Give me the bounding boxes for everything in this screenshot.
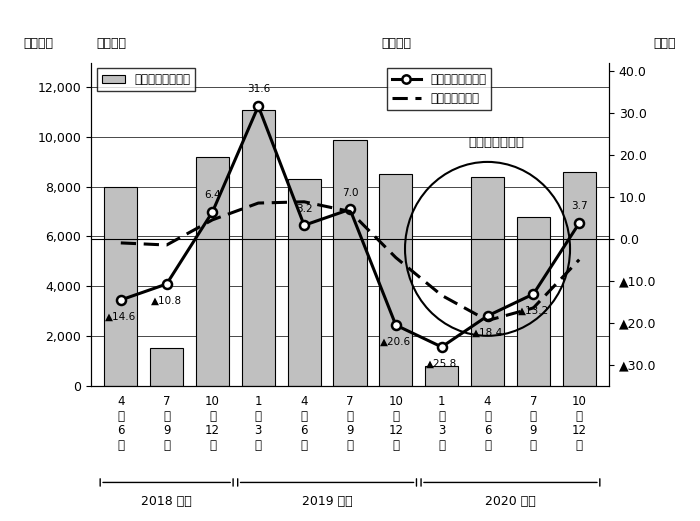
Text: （億円）: （億円）: [24, 36, 54, 49]
Text: （左軸）: （左軸）: [96, 36, 126, 49]
Bar: [288, 179, 321, 386]
Text: ▲10.8: ▲10.8: [151, 296, 182, 306]
Text: ▲25.8: ▲25.8: [426, 358, 457, 369]
Text: 6.4: 6.4: [204, 190, 220, 200]
Bar: [150, 348, 183, 386]
Bar: [471, 177, 504, 386]
Text: 3.2: 3.2: [296, 204, 312, 214]
Text: 31.6: 31.6: [246, 84, 270, 94]
Text: 7.0: 7.0: [342, 188, 358, 197]
Text: ▲14.6: ▲14.6: [105, 312, 136, 321]
Text: （右軸）: （右軸）: [381, 36, 411, 49]
Bar: [517, 217, 550, 386]
Bar: [196, 157, 229, 386]
Bar: [241, 110, 275, 386]
Text: 2019 年度: 2019 年度: [302, 495, 352, 508]
Text: 2020 年度: 2020 年度: [485, 495, 536, 508]
Bar: [425, 366, 458, 386]
Text: 2018 年度: 2018 年度: [141, 495, 192, 508]
Text: 3.7: 3.7: [571, 202, 587, 212]
Text: ▲20.6: ▲20.6: [380, 337, 412, 347]
Text: ▲18.4: ▲18.4: [472, 328, 503, 338]
Bar: [379, 175, 412, 386]
Bar: [104, 187, 137, 386]
Text: ▲13.2: ▲13.2: [518, 306, 549, 316]
Bar: [333, 140, 367, 386]
Legend: リフォーム前年比, 持家着工前年比: リフォーム前年比, 持家着工前年比: [387, 68, 491, 110]
Bar: [563, 172, 596, 386]
Text: 増税＋コロナ祸: 増税＋コロナ祸: [469, 137, 525, 150]
Text: （％）: （％）: [654, 36, 676, 49]
